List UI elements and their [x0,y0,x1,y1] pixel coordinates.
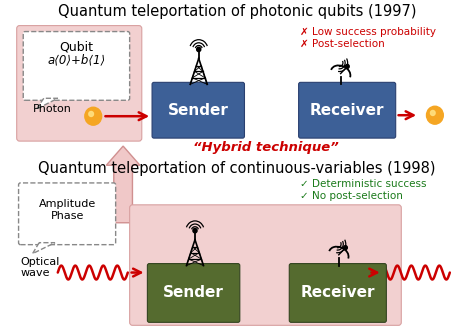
Text: Optical: Optical [20,257,60,266]
FancyBboxPatch shape [18,183,116,245]
Text: Sender: Sender [168,103,228,118]
FancyBboxPatch shape [289,263,386,322]
FancyBboxPatch shape [130,205,401,325]
Text: Phase: Phase [50,211,84,221]
Circle shape [85,107,101,125]
Circle shape [193,228,197,233]
Text: ✗ Post-selection: ✗ Post-selection [301,38,385,49]
Text: Quantum teleportation of continuous-variables (1998): Quantum teleportation of continuous-vari… [38,161,436,176]
Text: Receiver: Receiver [310,103,384,118]
Text: Sender: Sender [163,285,224,301]
Text: Photon: Photon [33,104,72,114]
Circle shape [87,110,99,122]
Text: a⟨0⟩+b⟨1⟩: a⟨0⟩+b⟨1⟩ [47,54,106,67]
Circle shape [90,113,97,120]
Circle shape [89,112,93,117]
Text: Qubit: Qubit [59,40,93,54]
Text: ✗ Low success probability: ✗ Low success probability [301,26,437,37]
Text: Receiver: Receiver [301,285,375,301]
Polygon shape [33,243,55,254]
Text: “Hybrid technique”: “Hybrid technique” [193,141,339,154]
Text: Quantum teleportation of photonic qubits (1997): Quantum teleportation of photonic qubits… [58,4,416,19]
Text: ✓ No post-selection: ✓ No post-selection [301,191,403,201]
Circle shape [431,112,438,119]
Text: ✓ Deterministic success: ✓ Deterministic success [301,179,427,189]
FancyBboxPatch shape [147,263,240,322]
Circle shape [430,111,435,116]
Text: wave: wave [20,267,50,278]
FancyBboxPatch shape [17,25,142,141]
FancyBboxPatch shape [152,82,245,138]
FancyBboxPatch shape [299,82,396,138]
FancyBboxPatch shape [23,31,130,100]
FancyArrow shape [106,146,140,223]
Text: Amplitude: Amplitude [38,199,96,209]
Circle shape [197,47,201,52]
Circle shape [344,246,347,250]
Circle shape [427,106,443,124]
Polygon shape [36,98,58,109]
Circle shape [346,65,349,69]
Circle shape [429,109,441,121]
